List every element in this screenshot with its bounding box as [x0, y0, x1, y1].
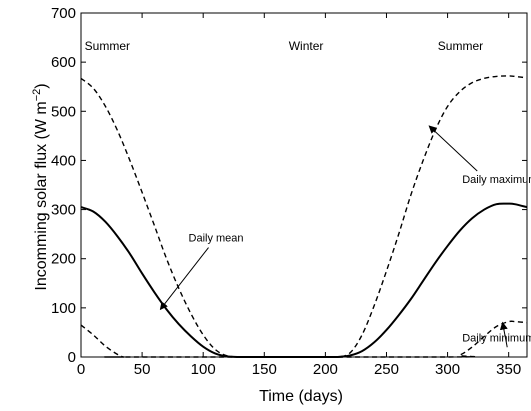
axis-layer: 0 50 100 150 200 250 300 350 0 100 200 300 400 500 600… — [51, 5, 527, 378]
annotation-winter: Winter — [289, 39, 324, 53]
x-tick-label: 50 — [134, 361, 151, 378]
annotation-daily-maximum: Daily maximum — [462, 174, 531, 186]
annotation-summer: Summer — [85, 39, 130, 53]
annotation-daily-minimum-arrow — [499, 321, 508, 348]
y-tick-label: 600 — [51, 54, 76, 71]
y-tick-label: 100 — [51, 300, 76, 317]
x-tick-label: 300 — [435, 361, 460, 378]
series-daily-maximum-line — [81, 75, 527, 358]
x-tick-label: 0 — [77, 361, 85, 378]
x-tick-label: 200 — [313, 361, 338, 378]
plot-frame — [80, 12, 528, 358]
series-layer — [81, 75, 527, 358]
x-axis-label: Time (days) — [259, 388, 343, 405]
y-tick-label: 200 — [51, 251, 76, 268]
y-tick-label: 700 — [51, 5, 76, 22]
annotation-daily-maximum-arrow — [428, 125, 478, 172]
y-axis-label: Incomming solar flux (W m−2) — [31, 83, 50, 290]
y-axis-label-sup: −2 — [31, 89, 43, 102]
y-tick-label: 300 — [51, 202, 76, 219]
annotation-daily-mean-arrow — [159, 247, 209, 311]
y-axis-label-main: Incomming solar flux (W m — [33, 101, 50, 290]
plot-area — [80, 12, 528, 358]
annotation-daily-mean: Daily mean — [189, 233, 244, 245]
x-tick-label: 250 — [374, 361, 399, 378]
x-tick-label: 350 — [496, 361, 521, 378]
series-daily-minimum-line — [81, 320, 527, 358]
annotation-daily-minimum: Daily minimum — [462, 332, 531, 344]
y-tick-label: 0 — [68, 349, 76, 366]
annotation-summer: Summer — [438, 39, 483, 53]
y-axis-label-close: ) — [33, 83, 50, 88]
x-tick-label: 100 — [191, 361, 216, 378]
annotation-layer: Summer Winter Summer Daily mean Daily maximu… — [85, 39, 531, 348]
series-daily-mean-line — [81, 202, 527, 358]
y-tick-label: 500 — [51, 103, 76, 120]
x-tick-label: 150 — [252, 361, 277, 378]
y-tick-label: 400 — [51, 152, 76, 169]
